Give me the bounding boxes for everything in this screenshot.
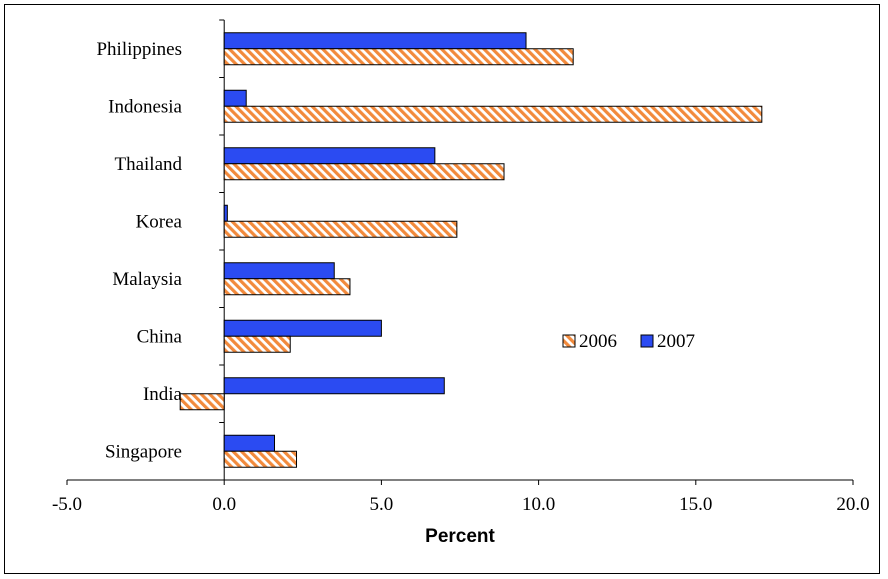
bar-2006-korea xyxy=(223,220,458,238)
bar-2007-singapore xyxy=(223,434,276,452)
legend-label-2006: 2006 xyxy=(579,331,617,352)
bar-2007-philippines xyxy=(223,32,527,50)
bar-2007-thailand xyxy=(223,147,436,165)
x-tick-label: 15.0 xyxy=(679,494,712,515)
x-tick-label: 20.0 xyxy=(836,494,869,515)
x-tick-label: -5.0 xyxy=(52,494,82,515)
legend-label-2007: 2007 xyxy=(657,331,695,352)
category-label-indonesia: Indonesia xyxy=(108,96,182,117)
bar-2006-thailand xyxy=(223,163,505,181)
legend: 2006 2007 xyxy=(562,331,695,352)
axes xyxy=(66,19,854,485)
legend-swatch-2007 xyxy=(640,334,654,348)
bar-2006-china xyxy=(223,335,291,353)
category-label-thailand: Thailand xyxy=(114,154,182,175)
bars xyxy=(179,32,763,468)
category-label-singapore: Singapore xyxy=(105,441,182,462)
x-axis-title: Percent xyxy=(425,526,495,547)
bar-2007-malaysia xyxy=(223,262,335,280)
bar-2007-korea xyxy=(223,204,228,222)
bar-2007-china xyxy=(223,319,382,337)
category-label-philippines: Philippines xyxy=(96,39,182,60)
bar-2006-malaysia xyxy=(223,278,351,296)
category-label-china: China xyxy=(137,326,183,347)
category-label-korea: Korea xyxy=(136,211,183,232)
category-label-malaysia: Malaysia xyxy=(112,269,182,290)
bar-2007-india xyxy=(223,377,445,395)
x-tick-label: 0.0 xyxy=(212,494,236,515)
category-label-india: India xyxy=(143,384,183,405)
bar-2007-indonesia xyxy=(223,89,247,107)
bar-2006-philippines xyxy=(223,48,574,66)
bar-2006-indonesia xyxy=(223,105,763,123)
legend-swatch-2006 xyxy=(562,334,576,348)
bar-2006-india xyxy=(179,393,225,411)
chart-frame xyxy=(4,4,880,574)
bar-2006-singapore xyxy=(223,450,298,468)
labels: -5.0 0.0 5.0 10.0 15.0 20.0 Percent Philippines… xyxy=(52,39,870,547)
x-tick-label: 5.0 xyxy=(370,494,394,515)
x-tick-label: 10.0 xyxy=(522,494,555,515)
